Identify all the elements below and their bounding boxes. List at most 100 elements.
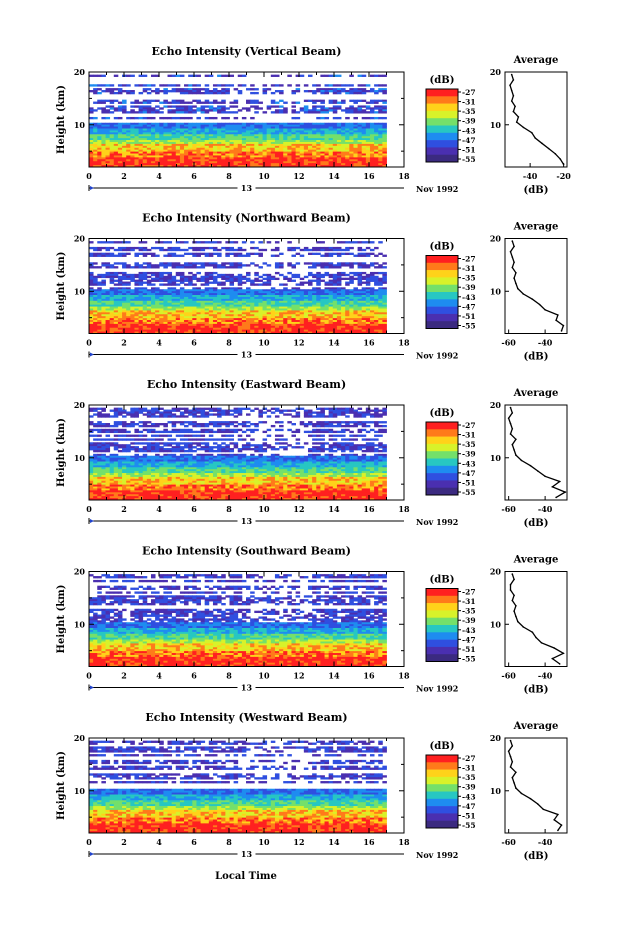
heatmap-cell xyxy=(171,132,177,135)
heatmap-cell xyxy=(345,316,350,319)
heatmap-cell xyxy=(303,107,309,110)
heatmap-cell xyxy=(353,155,358,158)
heatmap-cell xyxy=(345,283,350,286)
heatmap-cell xyxy=(89,241,94,244)
heatmap-cell xyxy=(155,145,160,149)
heatmap-cell xyxy=(307,248,313,252)
heatmap-cell xyxy=(312,275,317,279)
heatmap-cell xyxy=(382,312,387,315)
heatmap-cell xyxy=(241,141,247,145)
heatmap-cell xyxy=(237,254,243,257)
heatmap-cell xyxy=(332,318,338,321)
heatmap-cell xyxy=(312,91,317,95)
heatmap-cell xyxy=(184,252,189,255)
heatmap-cell xyxy=(320,143,325,147)
heatmap-cell xyxy=(134,279,139,282)
heatmap-cell xyxy=(262,159,268,162)
heatmap-cell xyxy=(237,264,243,267)
heatmap-cell xyxy=(142,304,148,307)
heatmap-cell xyxy=(303,153,309,156)
heatmap-cell xyxy=(241,149,247,152)
heatmap-cell xyxy=(357,281,363,284)
heatmap-cell xyxy=(221,293,226,296)
heatmap-cell xyxy=(274,138,280,141)
heatmap-cell xyxy=(353,289,358,292)
heatmap-cell xyxy=(179,143,185,147)
heatmap-cell xyxy=(349,151,354,154)
heatmap-cell xyxy=(336,163,342,166)
heatmap-cell xyxy=(307,163,313,166)
heatmap-cell xyxy=(307,147,313,151)
heatmap-cell xyxy=(336,275,342,279)
heatmap-cell xyxy=(295,316,301,319)
heatmap-cell xyxy=(283,157,288,160)
heatmap-cell xyxy=(365,241,371,244)
heatmap-cell xyxy=(225,287,230,290)
heatmap-cell xyxy=(117,155,123,158)
heatmap-cell xyxy=(316,310,321,313)
heatmap-cell xyxy=(336,300,342,304)
heatmap-cell xyxy=(97,107,102,110)
heatmap-cell xyxy=(316,151,321,154)
heatmap-cell xyxy=(279,266,284,269)
heatmap-cell xyxy=(328,107,334,110)
heatmap-cell xyxy=(113,147,119,151)
heatmap-cell xyxy=(357,279,363,282)
heatmap-cell xyxy=(353,296,358,300)
heatmap-cell xyxy=(196,254,201,257)
heatmap-cell xyxy=(101,138,106,141)
heatmap-cell xyxy=(312,153,317,156)
heatmap-cell xyxy=(258,155,263,158)
heatmap-cell xyxy=(369,132,375,135)
heatmap-cell xyxy=(122,107,127,110)
heatmap-cell xyxy=(341,302,346,306)
heatmap-cell xyxy=(175,132,181,135)
heatmap-cell xyxy=(179,308,185,311)
heatmap-cell xyxy=(287,298,292,302)
heatmap-cell xyxy=(312,298,317,302)
heatmap-cell xyxy=(266,409,272,412)
heatmap-cell xyxy=(138,124,144,127)
heatmap-cell xyxy=(246,291,251,294)
heatmap-cell xyxy=(365,159,371,162)
heatmap-cell xyxy=(295,320,301,323)
heatmap-cell xyxy=(200,275,206,279)
heatmap-cell xyxy=(266,321,272,325)
heatmap-cell xyxy=(167,323,173,327)
heatmap-cell xyxy=(192,325,197,329)
heatmap-cell xyxy=(188,105,193,108)
heatmap-cell xyxy=(328,302,334,306)
heatmap-cell xyxy=(283,310,288,313)
heatmap-cell xyxy=(287,128,292,131)
heatmap-cell xyxy=(196,314,201,317)
heatmap-cell xyxy=(192,287,197,290)
heatmap-cell xyxy=(200,300,206,304)
heatmap-cell xyxy=(225,165,230,168)
heatmap-cell xyxy=(378,74,383,77)
heatmap-cell xyxy=(291,409,296,412)
heatmap-cell xyxy=(361,266,367,269)
heatmap-cell xyxy=(295,289,301,292)
heatmap-cell xyxy=(341,289,346,292)
heatmap-cell xyxy=(200,246,206,250)
heatmap-cell xyxy=(93,409,98,412)
heatmap-cell xyxy=(150,143,156,147)
heatmap-cell xyxy=(369,122,375,126)
heatmap-cell xyxy=(208,155,214,158)
heatmap-cell xyxy=(241,281,247,284)
heatmap-cell xyxy=(188,325,193,329)
heatmap-cell xyxy=(341,273,346,277)
heatmap-cell xyxy=(378,296,383,300)
heatmap-cell xyxy=(229,264,235,267)
heatmap-cell xyxy=(101,310,106,313)
heatmap-cell xyxy=(246,310,251,313)
heatmap-cell xyxy=(258,163,263,166)
heatmap-cell xyxy=(229,320,235,323)
heatmap-cell xyxy=(378,88,383,91)
heatmap-cell xyxy=(357,295,363,298)
heatmap-cell xyxy=(345,143,350,147)
heatmap-cell xyxy=(241,74,247,77)
heatmap-cell xyxy=(369,262,375,265)
heatmap-cell xyxy=(266,308,272,311)
heatmap-cell xyxy=(369,153,375,156)
